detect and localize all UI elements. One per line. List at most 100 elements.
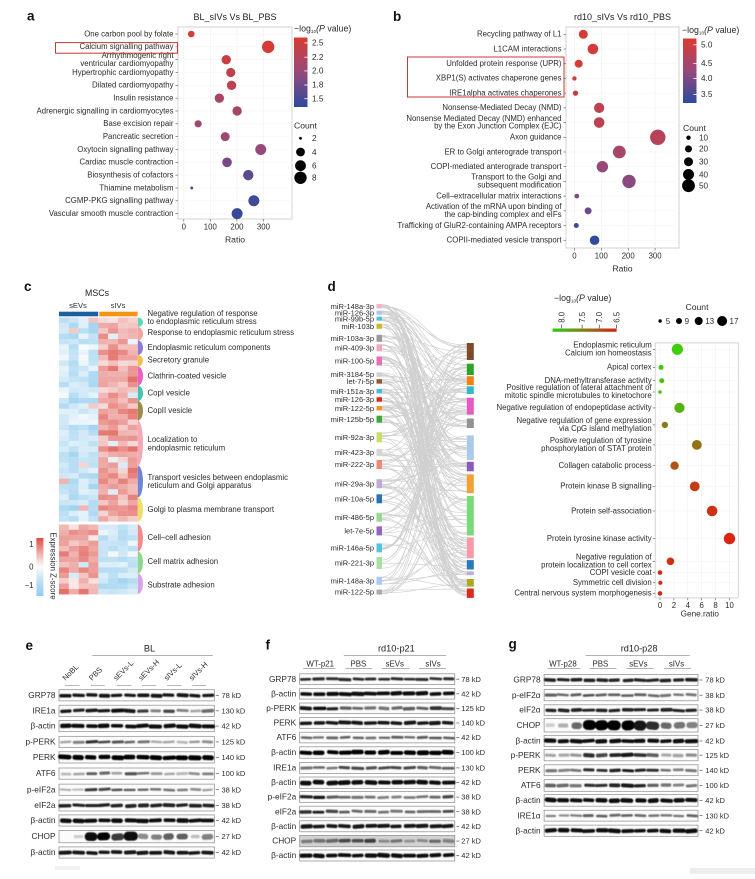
svg-text:protein localization to cell c: protein localization to cell cortex: [541, 560, 652, 569]
svg-text:42 kD: 42 kD: [461, 733, 481, 742]
svg-text:miR-103b: miR-103b: [341, 322, 374, 331]
svg-text:Symmetric cell division: Symmetric cell division: [573, 578, 652, 587]
svg-text:42 kD: 42 kD: [461, 851, 481, 860]
svg-text:NoBL: NoBL: [61, 663, 81, 683]
svg-text:the cap-binding complex and eI: the cap-binding complex and eIFs: [444, 210, 561, 219]
svg-text:miR-486-5p: miR-486-5p: [335, 513, 374, 522]
svg-text:Recycling pathway of L1: Recycling pathway of L1: [477, 30, 562, 39]
svg-text:CopII vesicle: CopII vesicle: [148, 406, 193, 415]
svg-text:Pancreatic secretion: Pancreatic secretion: [103, 132, 174, 141]
svg-text:sIVs-H: sIVs-H: [187, 660, 209, 682]
svg-text:Count: Count: [686, 302, 710, 312]
svg-text:8.0: 8.0: [558, 311, 567, 323]
svg-text:Negative regulation of gene ex: Negative regulation of gene expression: [516, 416, 651, 425]
svg-text:GRP78: GRP78: [28, 690, 56, 700]
svg-text:Negative regulation of endopep: Negative regulation of endopeptidase act…: [497, 403, 652, 412]
svg-text:9: 9: [685, 317, 690, 326]
svg-text:100 kD: 100 kD: [461, 748, 485, 757]
svg-text:IRE1alpha activates chaperones: IRE1alpha activates chaperones: [449, 88, 561, 97]
svg-text:Positive regulation of lateral: Positive regulation of lateral attachmen…: [506, 383, 652, 392]
svg-text:Response to endoplasmic reticu: Response to endoplasmic reticulum stress: [148, 328, 295, 337]
svg-text:4.0: 4.0: [701, 74, 713, 83]
svg-text:7.5: 7.5: [578, 311, 587, 323]
svg-text:p-PERK: p-PERK: [26, 737, 56, 747]
svg-text:130 kD: 130 kD: [705, 811, 729, 820]
svg-text:miR-126-3p: miR-126-3p: [335, 395, 374, 404]
svg-text:IRE1a: IRE1a: [273, 763, 296, 773]
svg-text:38 kD: 38 kD: [222, 785, 242, 794]
svg-text:ATF6: ATF6: [36, 768, 56, 778]
svg-text:a: a: [27, 9, 35, 24]
svg-text:Vascular smooth muscle contrac: Vascular smooth muscle contraction: [49, 209, 174, 218]
svg-text:WT-p28: WT-p28: [549, 659, 577, 668]
svg-text:DNA-methyltransferase activity: DNA-methyltransferase activity: [545, 376, 652, 385]
svg-text:140 kD: 140 kD: [705, 766, 729, 775]
svg-text:Activation of the mRNA upon bi: Activation of the mRNA upon binding of: [426, 202, 562, 211]
svg-text:Secretory granule: Secretory granule: [148, 356, 210, 365]
svg-text:0: 0: [658, 601, 663, 610]
svg-text:140 kD: 140 kD: [461, 719, 485, 728]
svg-text:Endoplasmic reticulum componen: Endoplasmic reticulum components: [148, 343, 271, 352]
svg-text:β-actin: β-actin: [516, 736, 541, 746]
svg-text:miR-103a-3p: miR-103a-3p: [331, 334, 374, 343]
svg-text:sEVs: sEVs: [69, 301, 87, 310]
svg-text:p-PERK: p-PERK: [511, 750, 541, 760]
svg-text:β-actin: β-actin: [516, 825, 541, 835]
svg-text:125 kD: 125 kD: [705, 751, 729, 760]
svg-text:38 kD: 38 kD: [222, 801, 242, 810]
svg-text:ventricular cardiomyopathy: ventricular cardiomyopathy: [80, 59, 173, 68]
svg-text:miR-222-3p: miR-222-3p: [335, 460, 374, 469]
svg-text:Golgi to plasma membrane trans: Golgi to plasma membrane transport: [148, 505, 275, 514]
svg-text:CGMP-PKG signalling pathway: CGMP-PKG signalling pathway: [65, 196, 173, 205]
svg-text:13: 13: [705, 317, 714, 326]
svg-text:Hypertrophic cardiomyopathy: Hypertrophic cardiomyopathy: [72, 68, 174, 77]
svg-text:β-actin: β-actin: [271, 821, 296, 831]
svg-text:CHOP: CHOP: [272, 836, 296, 846]
svg-text:miR-221-3p: miR-221-3p: [335, 559, 374, 568]
svg-text:Ratio: Ratio: [225, 235, 245, 245]
svg-text:42 kD: 42 kD: [222, 848, 242, 857]
svg-text:miR-125b-5p: miR-125b-5p: [331, 415, 374, 424]
svg-text:78 kD: 78 kD: [461, 675, 481, 684]
svg-text:Cell–cell adhesion: Cell–cell adhesion: [148, 533, 211, 542]
svg-text:sIVs: sIVs: [669, 659, 684, 668]
svg-text:Collagen catabolic process: Collagen catabolic process: [559, 461, 652, 470]
svg-text:subsequent modification: subsequent modification: [477, 181, 561, 190]
svg-text:Arrhythmogenic right: Arrhythmogenic right: [102, 51, 175, 60]
svg-text:27 kD: 27 kD: [705, 721, 725, 730]
svg-text:PBS: PBS: [351, 659, 367, 668]
svg-text:β-actin: β-actin: [30, 847, 55, 857]
svg-text:miR-10a-5p: miR-10a-5p: [335, 494, 374, 503]
svg-text:78 kD: 78 kD: [705, 676, 725, 685]
svg-text:miR-92a-3p: miR-92a-3p: [335, 433, 374, 442]
svg-text:Cardiac muscle contraction: Cardiac muscle contraction: [79, 158, 173, 167]
svg-text:Dilated cardiomyopathy: Dilated cardiomyopathy: [92, 81, 174, 90]
svg-text:let-7e-5p: let-7e-5p: [344, 527, 374, 536]
svg-text:rd10-p21: rd10-p21: [378, 644, 415, 654]
svg-text:20: 20: [699, 145, 709, 154]
svg-text:sIVs: sIVs: [111, 301, 126, 310]
svg-text:e: e: [26, 638, 34, 653]
svg-text:Calcium ion homeostasis: Calcium ion homeostasis: [565, 348, 652, 357]
svg-text:f: f: [266, 638, 271, 653]
svg-text:38 kD: 38 kD: [705, 706, 725, 715]
svg-text:Thiamine metabolism: Thiamine metabolism: [99, 183, 173, 192]
svg-text:Expression Z-score: Expression Z-score: [49, 532, 58, 599]
svg-text:let-7i-5p: let-7i-5p: [347, 377, 374, 386]
svg-text:miR-122-5p: miR-122-5p: [335, 588, 374, 597]
svg-text:3.5: 3.5: [701, 90, 713, 99]
svg-text:2.0: 2.0: [312, 67, 324, 76]
svg-text:−log10(P value): −log10(P value): [682, 25, 739, 36]
svg-text:miR-29a-3p: miR-29a-3p: [335, 479, 374, 488]
svg-text:Count: Count: [683, 123, 707, 133]
svg-text:130 kD: 130 kD: [461, 764, 485, 773]
svg-text:to endoplasmic reticulum stres: to endoplasmic reticulum stress: [148, 317, 257, 326]
svg-text:Adrenergic signalling in cardi: Adrenergic signalling in cardiomyocytes: [37, 106, 174, 115]
svg-text:PERK: PERK: [274, 718, 297, 728]
svg-text:8: 8: [713, 601, 717, 610]
svg-text:c: c: [24, 279, 32, 294]
svg-text:PBS: PBS: [87, 665, 104, 682]
svg-text:125 kD: 125 kD: [461, 704, 485, 713]
svg-text:78 kD: 78 kD: [222, 691, 242, 700]
svg-text:2.2: 2.2: [312, 53, 324, 62]
